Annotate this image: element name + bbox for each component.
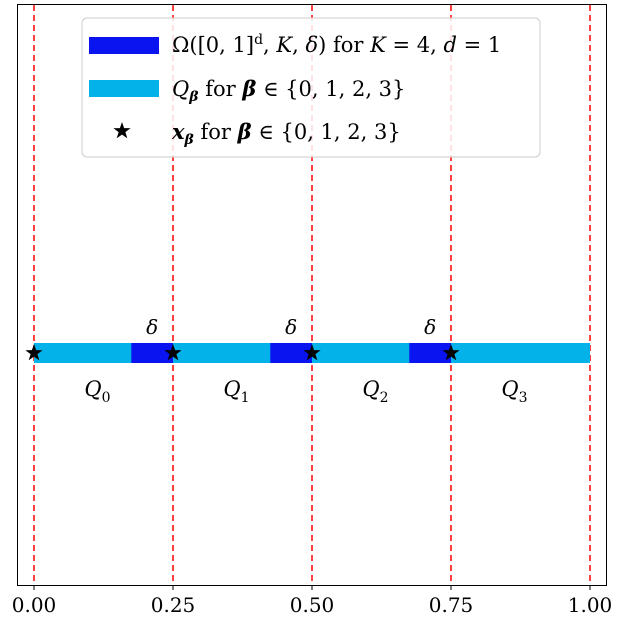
omega-segment-0 — [131, 343, 173, 363]
delta-label-1: δ — [285, 315, 297, 339]
x-tick-label-3: 0.75 — [429, 593, 474, 617]
legend-q-label: Qβ for β ∈ {0, 1, 2, 3} — [172, 76, 405, 105]
q-labels: Q0 Q1 Q2 Q3 — [84, 377, 527, 406]
x-tick-label-4: 1.00 — [568, 593, 613, 617]
q-label-1: Q1 — [223, 377, 249, 406]
x-axis-ticks: 0.00 0.25 0.50 0.75 1.00 — [12, 585, 613, 617]
omega-segment-1 — [270, 343, 312, 363]
delta-label-0: δ — [146, 315, 158, 339]
legend-q-swatch — [89, 80, 159, 97]
vertical-lines — [33, 5, 591, 585]
legend-omega-label: Ω([0, 1]d, K, δ) for K = 4, d = 1 — [172, 32, 501, 57]
x-tick-label-0: 0.00 — [12, 593, 57, 617]
segments — [34, 343, 590, 363]
delta-label-2: δ — [424, 315, 436, 339]
legend: Ω([0, 1]d, K, δ) for K = 4, d = 1 Qβ for… — [81, 17, 541, 158]
x-tick-label-2: 0.50 — [290, 593, 335, 617]
omega-segment-2 — [409, 343, 451, 363]
q-label-2: Q2 — [362, 377, 388, 406]
legend-omega-swatch — [89, 37, 159, 54]
q-label-0: Q0 — [84, 377, 110, 406]
q-label-3: Q3 — [501, 377, 527, 406]
q-segment-3 — [451, 343, 590, 363]
legend-x-label: xβ for β ∈ {0, 1, 2, 3} — [171, 119, 401, 148]
x-tick-label-1: 0.25 — [151, 593, 196, 617]
legend-box — [81, 17, 541, 158]
